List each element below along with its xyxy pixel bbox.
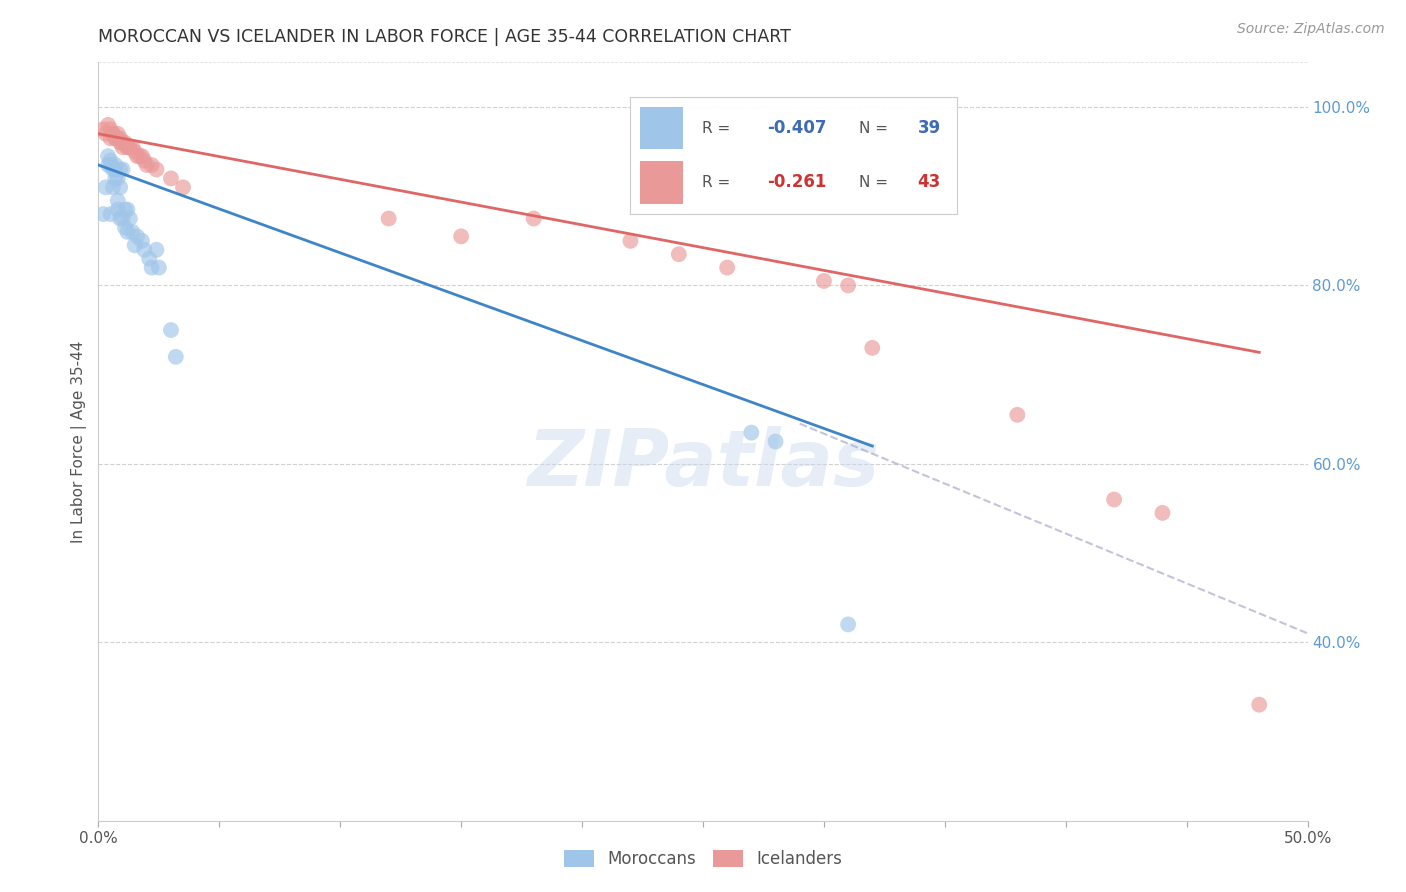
Point [108, 162, 131, 177]
Legend: Moroccans, Icelanders: Moroccans, Icelanders [557, 843, 849, 875]
Point [94, 180, 117, 194]
Point [121, 140, 143, 154]
Point [148, 260, 170, 275]
Point [1102, 492, 1125, 507]
Point [138, 252, 160, 266]
Text: MOROCCAN VS ICELANDER IN LABOR FORCE | AGE 35-44 CORRELATION CHART: MOROCCAN VS ICELANDER IN LABOR FORCE | A… [98, 28, 792, 45]
Point [450, 229, 472, 244]
Point [117, 225, 139, 239]
Point [813, 274, 835, 288]
Point [101, 180, 124, 194]
Point [117, 140, 139, 154]
Point [91, 122, 114, 136]
Point [523, 211, 546, 226]
Point [128, 149, 150, 163]
Point [100, 207, 122, 221]
Point [97, 149, 120, 163]
Point [160, 323, 183, 337]
Point [172, 180, 194, 194]
Point [1249, 698, 1271, 712]
Point [104, 131, 127, 145]
Point [107, 194, 129, 208]
Point [100, 131, 122, 145]
Point [124, 238, 146, 252]
Point [124, 145, 146, 159]
Point [131, 234, 153, 248]
Point [111, 162, 134, 177]
Point [145, 162, 167, 177]
Text: ZIPatlas: ZIPatlas [527, 426, 879, 502]
Point [117, 140, 139, 154]
Point [165, 350, 187, 364]
Point [131, 149, 153, 163]
Point [114, 220, 136, 235]
Point [114, 136, 136, 150]
Point [668, 247, 690, 261]
Point [101, 127, 124, 141]
Point [1152, 506, 1174, 520]
Point [91, 207, 114, 221]
Point [101, 162, 124, 177]
Point [377, 211, 399, 226]
Point [108, 211, 131, 226]
Point [740, 425, 762, 440]
Point [107, 127, 129, 141]
Point [94, 127, 117, 141]
Point [141, 158, 163, 172]
Point [118, 140, 141, 154]
Point [619, 234, 641, 248]
Point [837, 617, 859, 632]
Point [97, 158, 120, 172]
Point [860, 341, 883, 355]
Point [160, 171, 183, 186]
Text: Source: ZipAtlas.com: Source: ZipAtlas.com [1237, 22, 1385, 37]
Point [134, 243, 156, 257]
Point [108, 131, 131, 145]
Point [141, 260, 163, 275]
Point [837, 278, 859, 293]
Point [107, 202, 129, 217]
Point [135, 158, 157, 172]
Point [134, 153, 156, 168]
Point [100, 153, 122, 168]
Point [765, 434, 787, 449]
Point [127, 149, 149, 163]
Point [111, 140, 134, 154]
Point [121, 225, 143, 239]
Point [108, 180, 131, 194]
Point [107, 131, 129, 145]
Point [1007, 408, 1029, 422]
Point [145, 243, 167, 257]
Point [108, 136, 131, 150]
Point [716, 260, 738, 275]
Point [107, 171, 129, 186]
Point [114, 202, 136, 217]
Point [100, 122, 122, 136]
Point [104, 131, 127, 145]
Point [104, 171, 127, 186]
Point [101, 127, 124, 141]
Point [111, 136, 134, 150]
Point [104, 162, 127, 177]
Point [127, 229, 149, 244]
Point [100, 158, 122, 172]
Point [104, 158, 127, 172]
Point [118, 211, 141, 226]
Point [97, 118, 120, 132]
Y-axis label: In Labor Force | Age 35-44: In Labor Force | Age 35-44 [72, 341, 87, 542]
Point [117, 202, 139, 217]
Point [111, 211, 134, 226]
